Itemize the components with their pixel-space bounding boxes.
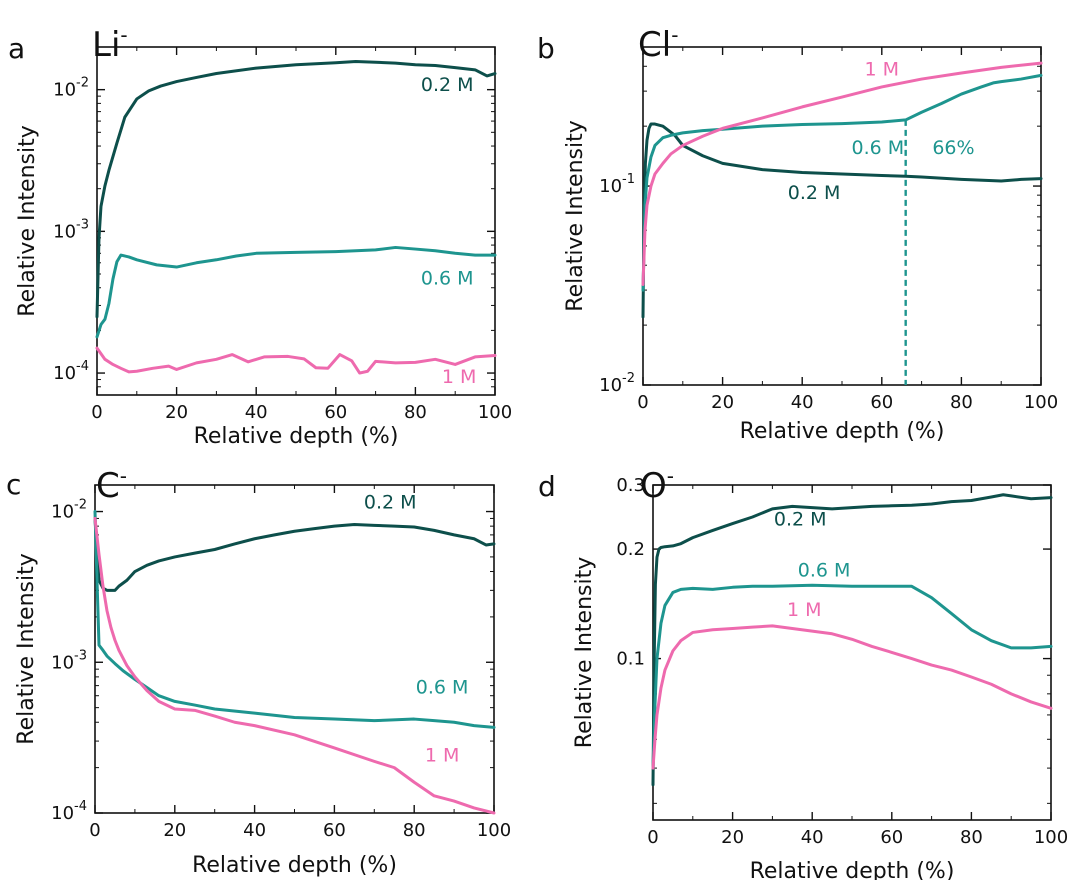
series-label: 0.6 M bbox=[416, 677, 469, 699]
series-line-06M bbox=[95, 245, 497, 339]
series-line-02M bbox=[641, 122, 1043, 319]
panel-letter: c bbox=[6, 468, 21, 501]
y-tick-label: 0.3 bbox=[616, 475, 645, 496]
series-line-06M bbox=[93, 510, 496, 729]
x-tick-label: 0 bbox=[91, 402, 102, 423]
x-tick-label: 80 bbox=[950, 392, 973, 413]
y-tick-label: 10-2 bbox=[599, 371, 635, 396]
series-line-1M bbox=[93, 516, 496, 815]
x-tick-label: 0 bbox=[637, 392, 648, 413]
series-label: 0.2 M bbox=[364, 491, 417, 513]
y-tick-label: 10-4 bbox=[53, 359, 89, 384]
x-tick-label: 0 bbox=[647, 827, 658, 848]
y-tick-label: 10-1 bbox=[599, 172, 635, 197]
panel-b: 10-2 10-1 0 20 40 60 80 100 1 M 0.6 M 66% 0.2 M b Cl-… bbox=[537, 23, 1058, 444]
ion-label: Cl- bbox=[638, 23, 678, 65]
y-tick-label: 10-4 bbox=[51, 799, 87, 824]
x-tick-label: 60 bbox=[880, 827, 903, 848]
x-tick-label: 60 bbox=[324, 402, 347, 423]
x-tick-label: 40 bbox=[245, 402, 268, 423]
x-tick-label: 0 bbox=[89, 820, 100, 841]
x-tick-label: 60 bbox=[323, 820, 346, 841]
x-tick-label: 80 bbox=[403, 820, 426, 841]
series-label: 1 M bbox=[425, 744, 460, 766]
x-tick-label: 20 bbox=[711, 392, 734, 413]
series-label: 1 M bbox=[865, 58, 900, 80]
x-tick-label: 60 bbox=[870, 392, 893, 413]
x-axis-label: Relative depth (%) bbox=[192, 853, 397, 878]
series-label: 1 M bbox=[442, 366, 477, 388]
x-axis-label: Relative depth (%) bbox=[750, 859, 955, 880]
x-tick-label: 80 bbox=[960, 827, 983, 848]
y-tick-label: 0.1 bbox=[616, 649, 645, 670]
series-label: 0.2 M bbox=[774, 509, 827, 531]
series-label: 66% bbox=[932, 137, 974, 159]
x-axis-label: Relative depth (%) bbox=[740, 419, 945, 444]
y-tick-label: 10-2 bbox=[51, 498, 87, 523]
panel-c: 10-4 10-3 10-2 0 20 40 60 80 100 0.2 M 0.6 M 1 M c C-… bbox=[6, 464, 511, 878]
ion-label: Li- bbox=[92, 23, 128, 65]
panel-d: 0.1 0.2 0.3 0 20 40 60 80 100 0.2 M 0.6 M 1 M d O- Rel… bbox=[538, 464, 1068, 880]
series-line-06M bbox=[641, 73, 1043, 292]
series-label: 0.2 M bbox=[421, 74, 474, 96]
x-tick-label: 100 bbox=[1024, 392, 1058, 413]
x-tick-label: 100 bbox=[477, 820, 511, 841]
series-line-1M bbox=[95, 346, 497, 375]
x-tick-label: 20 bbox=[721, 827, 744, 848]
panel-letter: a bbox=[8, 32, 25, 65]
series-line-02M bbox=[93, 516, 496, 592]
series-label: 0.6 M bbox=[798, 560, 851, 582]
plot-frame bbox=[652, 484, 1052, 821]
y-tick-label: 10-3 bbox=[51, 648, 87, 673]
x-tick-label: 40 bbox=[801, 827, 824, 848]
x-tick-label: 20 bbox=[165, 402, 188, 423]
y-axis-label: Relative Intensity bbox=[563, 120, 588, 311]
series-label: 0.2 M bbox=[788, 182, 841, 204]
x-tick-label: 100 bbox=[1034, 827, 1068, 848]
y-axis-label: Relative Intensity bbox=[15, 125, 40, 316]
ion-label: C- bbox=[96, 464, 127, 506]
y-tick-label: 10-2 bbox=[53, 76, 89, 101]
x-axis-label: Relative depth (%) bbox=[194, 424, 399, 449]
x-tick-label: 20 bbox=[163, 820, 186, 841]
panel-a: 10-4 10-3 10-2 0 20 40 60 80 100 0.2 M 0.6 M 1 M a Li… bbox=[8, 23, 512, 449]
ion-label: O- bbox=[640, 464, 674, 506]
y-tick-label: 0.2 bbox=[616, 539, 645, 560]
plot-frame bbox=[96, 46, 496, 396]
y-tick-label: 10-3 bbox=[53, 217, 89, 242]
series-label: 0.6 M bbox=[851, 137, 904, 159]
series-line-1M bbox=[641, 61, 1043, 286]
series-label: 1 M bbox=[787, 599, 822, 621]
x-tick-label: 100 bbox=[478, 402, 512, 423]
series-line-06M bbox=[651, 583, 1053, 770]
x-tick-label: 80 bbox=[404, 402, 427, 423]
x-tick-label: 40 bbox=[791, 392, 814, 413]
x-tick-label: 40 bbox=[243, 820, 266, 841]
series-line-1M bbox=[651, 624, 1053, 770]
y-axis-label: Relative Intensity bbox=[14, 553, 39, 744]
panel-letter: b bbox=[537, 32, 555, 65]
series-label: 0.6 M bbox=[421, 268, 474, 290]
series-line-02M bbox=[95, 60, 497, 319]
panel-letter: d bbox=[538, 470, 556, 503]
series-line-02M bbox=[651, 493, 1053, 787]
y-axis-label: Relative Intensity bbox=[572, 557, 597, 748]
